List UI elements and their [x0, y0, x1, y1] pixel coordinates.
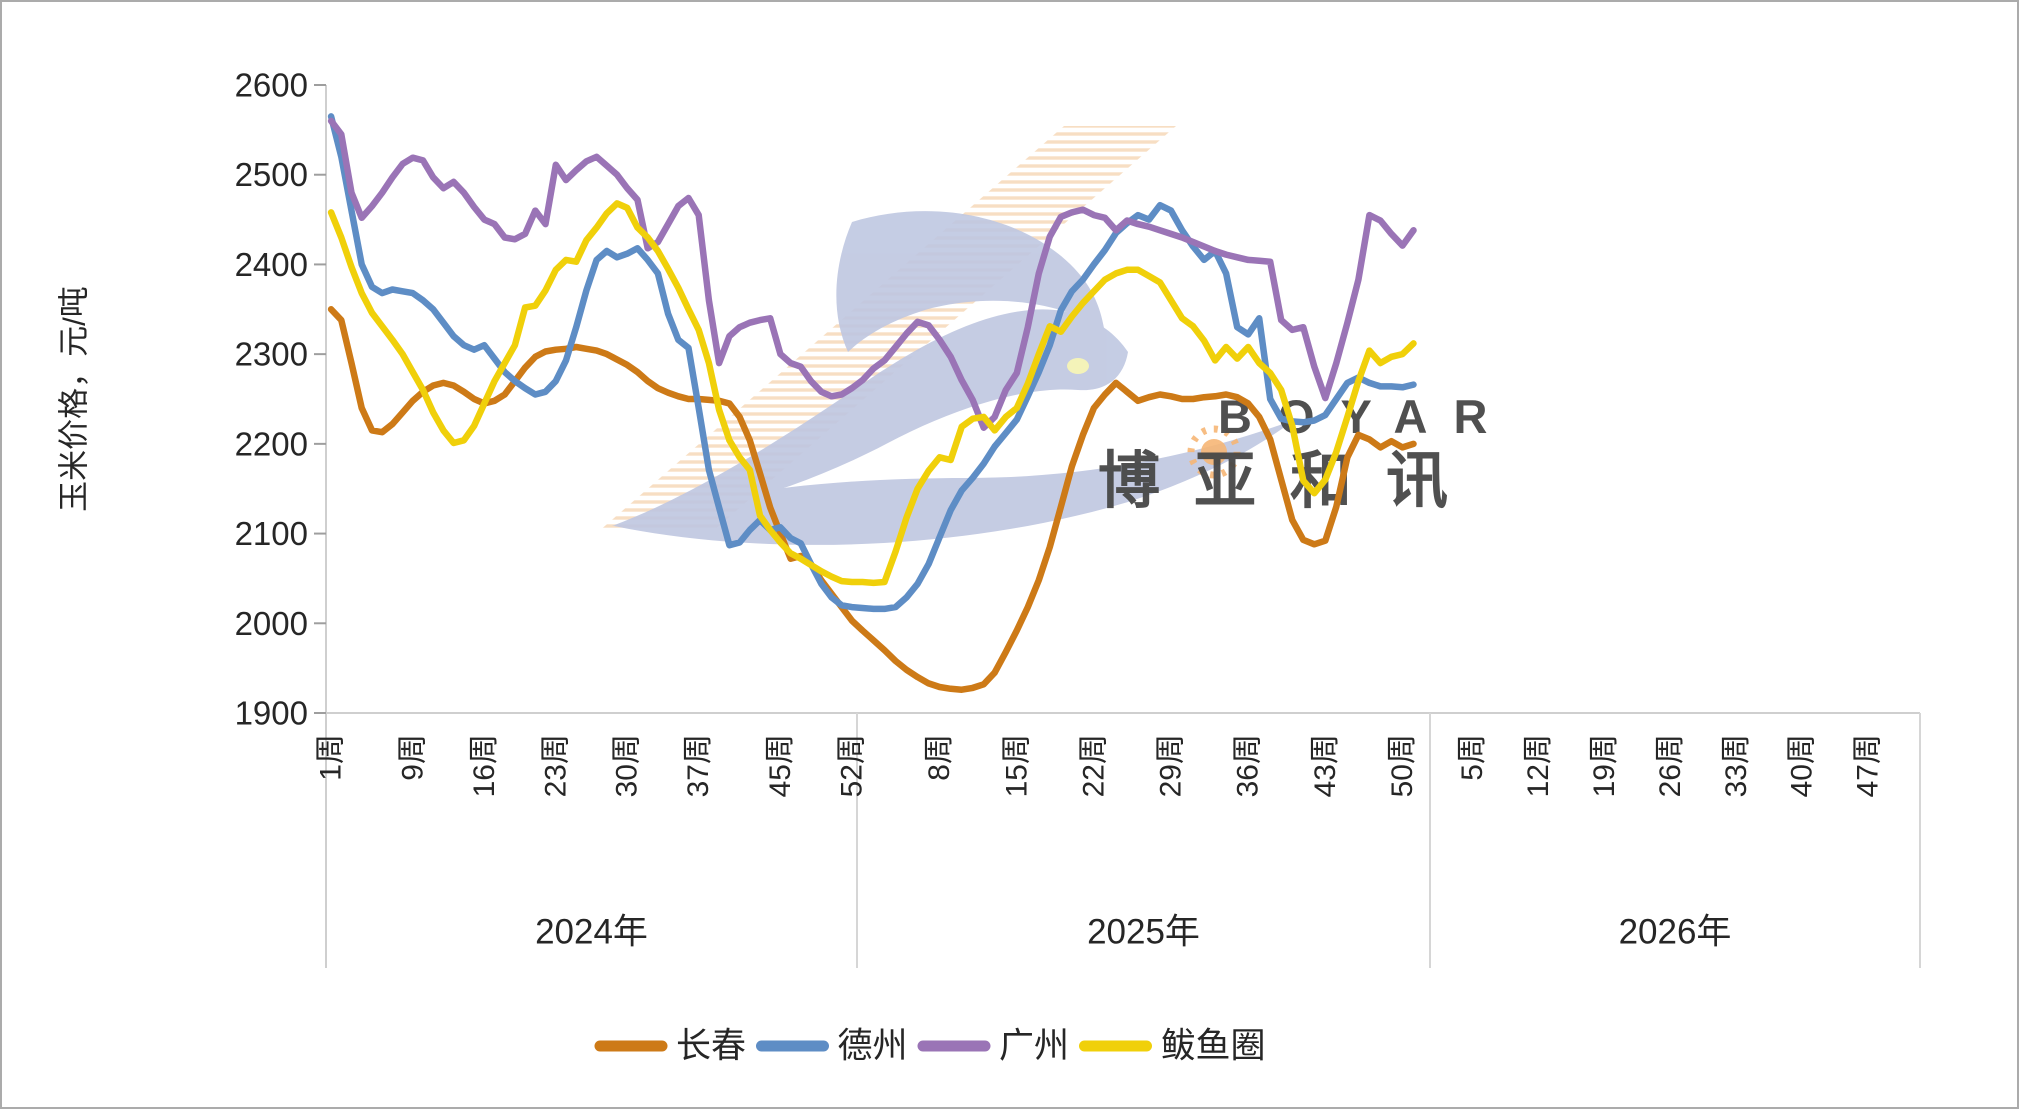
week-tick-label: 26周: [1654, 734, 1687, 797]
legend-item-guangzhou: 广州: [917, 1027, 1069, 1066]
watermark-sun: [1201, 439, 1227, 465]
y-tick-label: 2600: [235, 67, 308, 104]
week-tick-label: 1周: [315, 734, 348, 781]
year-label: 2025年: [1087, 913, 1200, 952]
legend: 长春 德州 广州 鲅鱼圈: [594, 1027, 1266, 1066]
week-tick-label: 29周: [1155, 734, 1188, 797]
watermark-bird: [612, 211, 1294, 545]
week-tick-label: 37周: [682, 734, 715, 797]
year-label: 2024年: [535, 913, 648, 952]
legend-label-guangzhou: 广州: [999, 1027, 1069, 1066]
legend-item-changchun: 长春: [594, 1027, 746, 1066]
year-label: 2026年: [1619, 913, 1732, 952]
week-tick-label: 15周: [1000, 734, 1033, 797]
week-tick-label: 22周: [1077, 734, 1110, 797]
y-tick-label: 2300: [235, 336, 308, 373]
week-tick-label: 30周: [611, 734, 644, 797]
y-tick-label: 2500: [235, 156, 308, 193]
legend-item-bayuquan: 鲅鱼圈: [1079, 1027, 1266, 1066]
legend-label-dezhou: 德州: [838, 1027, 908, 1066]
week-tick-label: 40周: [1786, 734, 1819, 797]
week-tick-label: 36周: [1232, 734, 1265, 797]
legend-label-bayuquan: 鲅鱼圈: [1161, 1027, 1266, 1066]
axes: 1900 2000 2100 2200 2300 2400 2500 2600 玉米价格，元/吨…: [57, 67, 1921, 968]
y-axis-title: 玉米价格，元/吨: [57, 286, 92, 512]
week-tick-label: 16周: [468, 734, 501, 797]
y-tick-label: 1900: [235, 695, 308, 732]
y-tick-label: 2400: [235, 246, 308, 283]
week-tick-label: 9周: [396, 734, 429, 781]
series-line-guangzhou: [327, 117, 1417, 431]
legend-label-changchun: 长春: [676, 1027, 746, 1066]
series-line-dezhou: [327, 113, 1417, 613]
week-tick-label: 50周: [1386, 734, 1419, 797]
week-tick-label: 12周: [1522, 734, 1555, 797]
week-tick-label: 19周: [1588, 734, 1621, 797]
week-tick-label: 52周: [835, 734, 868, 797]
series-line-bayuquan: [327, 200, 1417, 587]
legend-item-dezhou: 德州: [756, 1027, 908, 1066]
y-tick-label: 2100: [235, 515, 308, 552]
week-tick-label: 33周: [1720, 734, 1753, 797]
watermark-bird-eye: [1067, 358, 1089, 374]
series-line-changchun: [327, 306, 1417, 693]
week-tick-label: 47周: [1852, 734, 1885, 797]
week-tick-label: 23周: [539, 734, 572, 797]
week-tick-label: 43周: [1309, 734, 1342, 797]
y-tick-label: 2000: [235, 605, 308, 642]
week-tick-label: 5周: [1456, 734, 1489, 781]
week-tick-label: 8周: [923, 734, 956, 781]
week-tick-label: 45周: [764, 734, 797, 797]
y-tick-label: 2200: [235, 425, 308, 462]
